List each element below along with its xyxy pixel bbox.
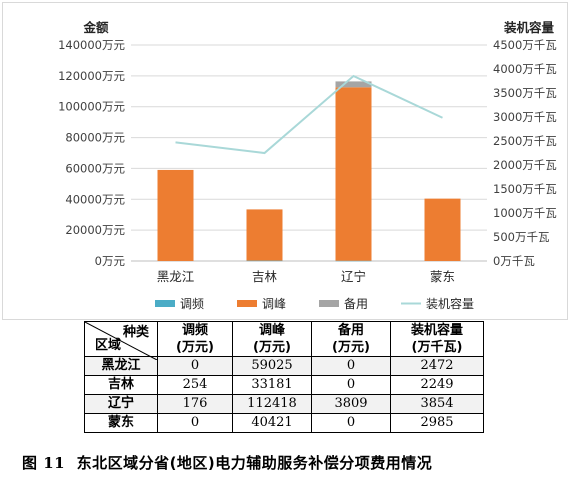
bar-调峰	[246, 209, 283, 261]
caption-text: 东北区域分省(地区)电力辅助服务补偿分项费用情况	[76, 454, 433, 472]
table-cell: 2985	[390, 413, 484, 433]
left-tick-label: 0万元	[95, 254, 126, 268]
bar-调峰	[424, 198, 461, 261]
table-cell: 3854	[390, 394, 484, 414]
right-tick-label: 500万千瓦	[493, 230, 549, 244]
category-label: 辽宁	[341, 269, 366, 284]
chart-canvas: 0万元 20000万元 40000万元 60000万元 80000万元 100000万元 1…	[58, 20, 557, 311]
header-line1: 调频	[181, 323, 208, 338]
header-line2: (万元)	[176, 340, 214, 355]
table-cell: 40421	[232, 413, 312, 433]
table-cell: 176	[157, 394, 233, 414]
category-label: 吉林	[252, 269, 278, 284]
table-cell: 254	[157, 375, 233, 395]
table-header-row: 种类 区域 调频 (万元) 调峰 (万元) 备用 (万元) 装机容量 (万千瓦)	[84, 321, 484, 360]
table-row: 辽宁 176 112418 3809 3854	[84, 394, 484, 414]
right-tick-label: 3000万千瓦	[493, 110, 557, 124]
left-tick-label: 20000万元	[65, 223, 125, 237]
header-line1: 备用	[337, 323, 364, 338]
table-cell: 0	[311, 413, 391, 433]
right-tick-label: 1500万千瓦	[493, 182, 557, 196]
left-tick-label: 100000万元	[58, 100, 125, 114]
left-axis-title: 金额	[82, 20, 109, 35]
table-region-cell: 辽宁	[84, 394, 158, 414]
table-region-cell: 吉林	[84, 375, 158, 395]
table-cell: 2472	[390, 356, 484, 376]
line-装机容量	[175, 74, 443, 155]
table-cell: 3809	[311, 394, 391, 414]
table-cell: 112418	[232, 394, 312, 414]
table-cell: 0	[157, 413, 233, 433]
diagonal-line	[85, 322, 157, 360]
header-line1: 调峰	[258, 323, 285, 338]
legend-swatch	[319, 300, 339, 307]
figure-caption: 图 11 东北区域分省(地区)电力辅助服务补偿分项费用情况	[22, 452, 432, 473]
legend-label: 备用	[344, 297, 368, 311]
header-line2: (万元)	[253, 340, 291, 355]
bar-调峰	[157, 169, 194, 261]
right-axis-title: 装机容量	[503, 20, 555, 35]
caption-label: 图 11	[22, 454, 66, 472]
header-line2: (万千瓦)	[411, 340, 463, 355]
category-label: 蒙东	[430, 269, 455, 284]
table-cell: 59025	[232, 356, 312, 376]
legend-swatch	[237, 300, 257, 307]
left-tick-label: 140000万元	[58, 38, 125, 52]
left-tick-label: 120000万元	[58, 69, 125, 83]
bar-调频	[335, 260, 372, 262]
table-cell: 2249	[390, 375, 484, 395]
right-tick-label: 4000万千瓦	[493, 62, 557, 76]
left-tick-label: 80000万元	[65, 131, 125, 145]
table-cell: 0	[311, 375, 391, 395]
legend-label: 装机容量	[426, 296, 474, 311]
header-line2: (万元)	[332, 340, 370, 355]
left-tick-label: 60000万元	[65, 161, 125, 175]
right-tick-label: 4500万千瓦	[493, 38, 557, 52]
bar-调峰	[335, 87, 372, 261]
table-cell: 0	[157, 356, 233, 376]
legend-label: 调频	[180, 297, 204, 311]
data-table: 种类 区域 调频 (万元) 调峰 (万元) 备用 (万元) 装机容量 (万千瓦)…	[84, 321, 484, 433]
table-region-cell: 蒙东	[84, 413, 158, 433]
corner-top-label: 种类	[122, 325, 149, 340]
chart-container: 0万元 20000万元 40000万元 60000万元 80000万元 100000万元 1…	[2, 2, 568, 320]
table-corner-cell: 种类 区域	[84, 321, 158, 360]
table-header-cell: 备用 (万元)	[311, 321, 391, 357]
right-tick-label: 1000万千瓦	[493, 206, 557, 220]
table-header-cell: 装机容量 (万千瓦)	[390, 321, 484, 357]
table-header-cell: 调频 (万元)	[157, 321, 233, 357]
table-cell: 33181	[232, 375, 312, 395]
table-row: 吉林 254 33181 0 2249	[84, 375, 484, 395]
legend-label: 调峰	[262, 297, 286, 311]
right-tick-label: 2500万千瓦	[493, 134, 557, 148]
table-cell: 0	[311, 356, 391, 376]
bar-备用	[335, 81, 372, 88]
header-line1: 装机容量	[410, 323, 463, 338]
right-tick-label: 3500万千瓦	[493, 86, 557, 100]
bar-调频	[246, 260, 283, 262]
category-label: 黑龙江	[157, 269, 195, 284]
table-row: 黑龙江 0 59025 0 2472	[84, 356, 484, 376]
right-tick-label: 0万千瓦	[493, 254, 535, 268]
left-tick-label: 40000万元	[65, 192, 125, 206]
table-header-cell: 调峰 (万元)	[232, 321, 312, 357]
legend-swatch	[155, 300, 175, 307]
table-row: 蒙东 0 40421 0 2985	[84, 413, 484, 433]
corner-bottom-label: 区域	[95, 338, 122, 353]
right-tick-label: 2000万千瓦	[493, 158, 557, 172]
